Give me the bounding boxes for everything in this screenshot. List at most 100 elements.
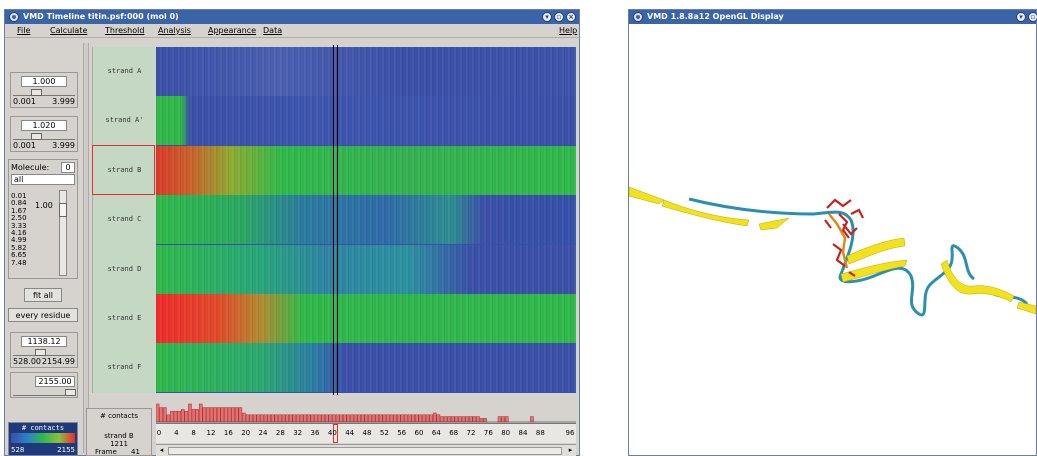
heatmap-row[interactable]: [156, 96, 576, 146]
threshold-item[interactable]: 5.82: [11, 243, 27, 252]
selection-field[interactable]: all: [11, 174, 75, 185]
fit-all-button[interactable]: fit all: [24, 288, 62, 302]
app-icon[interactable]: [9, 12, 19, 22]
histogram-bar: [270, 414, 275, 423]
histogram-bar: [411, 414, 415, 423]
slider-2-track[interactable]: [13, 133, 75, 140]
histogram-bar: [288, 414, 293, 423]
threshold-item[interactable]: 3.33: [11, 221, 27, 230]
histogram-bar: [458, 416, 462, 423]
histogram-bar: [260, 414, 264, 423]
threshold-slider[interactable]: [59, 190, 67, 276]
frame-tick-label: 32: [293, 429, 303, 437]
slider-2-max: 3.999: [52, 141, 75, 150]
contact-scale-slider[interactable]: 1138.12 528.00 2154.99: [10, 332, 78, 368]
histogram-bar: [443, 416, 448, 423]
histogram-bar: [378, 414, 383, 423]
max-scale-thumb[interactable]: [65, 389, 76, 396]
molecule-id-field[interactable]: 0: [61, 162, 75, 173]
menu-help[interactable]: Help: [559, 26, 578, 35]
menu-threshold[interactable]: Threshold: [105, 26, 145, 35]
strand-label[interactable]: strand E: [107, 314, 142, 322]
strand-label[interactable]: strand F: [107, 363, 142, 372]
contact-scale-value[interactable]: 1138.12: [21, 336, 67, 347]
protein-render[interactable]: [629, 24, 1036, 454]
frame-tick-label: 48: [362, 429, 372, 437]
threshold-item[interactable]: 2.50: [11, 214, 27, 223]
minimize-icon[interactable]: ▾: [542, 12, 552, 22]
every-residue-button[interactable]: every residue: [8, 308, 78, 322]
maximize-icon[interactable]: ▫: [554, 12, 564, 22]
menu-file[interactable]: File: [17, 26, 31, 35]
slider-2-value[interactable]: 1.020: [21, 120, 67, 131]
histogram-bar: [231, 407, 235, 423]
contact-scale-min: 528.00: [13, 357, 41, 366]
histogram-bar: [382, 414, 387, 423]
gl-minimize-icon[interactable]: ▾: [1016, 12, 1026, 22]
contact-scale-thumb[interactable]: [35, 349, 46, 356]
panel-divider[interactable]: [83, 43, 89, 453]
threshold-item[interactable]: 1.67: [11, 206, 27, 215]
timeline-titlebar[interactable]: VMD Timeline titin.psf:000 (mol 0) ▾ ▫ ×: [5, 10, 579, 24]
histogram-bar: [278, 414, 282, 423]
menu-calculate[interactable]: Calculate: [50, 26, 88, 35]
beta-strand-2: [661, 199, 750, 227]
strand-label[interactable]: strand A: [107, 67, 142, 75]
close-icon[interactable]: ×: [566, 12, 576, 22]
scroll-thumb[interactable]: [168, 447, 562, 455]
threshold-item[interactable]: 7.48: [11, 258, 27, 267]
histogram-bar: [156, 403, 160, 423]
histogram-bar: [454, 416, 459, 423]
menu-appearance[interactable]: Appearance: [208, 26, 257, 35]
strand-label[interactable]: strand C: [107, 215, 142, 224]
heatmap-row[interactable]: [156, 47, 576, 96]
heatmap-row[interactable]: [156, 244, 576, 294]
histogram-bar: [422, 414, 426, 423]
menu-data[interactable]: Data: [263, 26, 283, 35]
heatmap-row[interactable]: [156, 145, 576, 195]
gl-app-icon[interactable]: [633, 12, 643, 22]
heatmap-row[interactable]: [156, 343, 576, 393]
max-scale-slider[interactable]: 2155.00: [10, 372, 78, 398]
scroll-right-icon[interactable]: ▸: [568, 446, 573, 454]
threshold-thumb[interactable]: [59, 203, 67, 217]
threshold-item[interactable]: 0.01: [11, 192, 27, 200]
slider-1-thumb[interactable]: [31, 89, 42, 96]
heatmap-row[interactable]: [156, 294, 576, 343]
threshold-item[interactable]: 6.65: [11, 251, 27, 260]
frame-tick-label: 16: [223, 429, 233, 437]
scale-slider-1[interactable]: 1.000 0.001 3.999: [10, 72, 78, 108]
heatmap-row[interactable]: [156, 195, 576, 245]
threshold-item[interactable]: 4.16: [11, 229, 27, 238]
gl-titlebar[interactable]: VMD 1.8.8a12 OpenGL Display ▾ ▫: [629, 10, 1037, 24]
max-scale-value[interactable]: 2155.00: [35, 376, 75, 387]
molecule-label: Molecule:: [11, 163, 50, 172]
histogram-bar: [440, 416, 444, 423]
strand-label[interactable]: strand A': [105, 116, 144, 125]
threshold-item[interactable]: 4.99: [11, 236, 27, 245]
contact-scale-track[interactable]: [13, 349, 75, 356]
contact-heatmap[interactable]: [156, 47, 576, 393]
histogram-bar: [202, 407, 207, 423]
strand-label[interactable]: strand D: [107, 264, 142, 273]
strand-label[interactable]: strand B: [107, 165, 142, 174]
scale-slider-2[interactable]: 1.020 0.001 3.999: [10, 116, 78, 152]
scroll-left-icon[interactable]: ◂: [159, 446, 164, 454]
menu-analysis[interactable]: Analysis: [158, 26, 191, 35]
horizontal-scrollbar[interactable]: ◂ ▸: [156, 444, 576, 456]
histogram-bar: [306, 414, 311, 423]
gl-maximize-icon[interactable]: ▫: [1028, 12, 1037, 22]
slider-2-thumb[interactable]: [31, 133, 42, 140]
frame-tick-label: 44: [345, 429, 355, 437]
frame-tick-label: 64: [431, 429, 441, 437]
info-frame-value: 41: [131, 448, 140, 456]
max-scale-track[interactable]: [13, 389, 76, 396]
slider-1-value[interactable]: 1.000: [21, 76, 67, 87]
gl-title: VMD 1.8.8a12 OpenGL Display: [647, 12, 784, 21]
frame-cursor[interactable]: [333, 45, 338, 395]
molecule-selector: Molecule: 0 all 0.01 0.84 1.67 2.50 3.33 4.16…: [8, 159, 78, 279]
slider-1-track[interactable]: [13, 89, 75, 96]
histogram-bar: [414, 414, 419, 423]
beta-strand-1: [629, 186, 665, 205]
threshold-item[interactable]: 0.84: [11, 199, 27, 208]
